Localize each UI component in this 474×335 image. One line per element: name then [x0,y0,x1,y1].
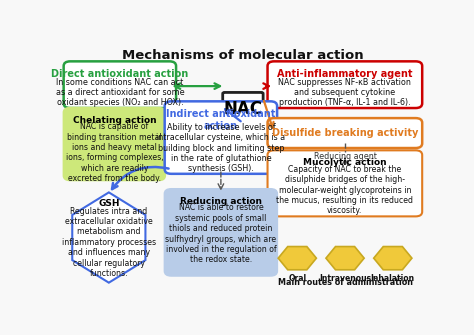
FancyBboxPatch shape [267,118,422,148]
FancyBboxPatch shape [267,61,422,108]
FancyBboxPatch shape [267,150,422,216]
Polygon shape [374,247,412,270]
Text: Mechanisms of molecular action: Mechanisms of molecular action [122,49,364,62]
Text: Capacity of NAC to break the
disulphide bridges of the high-
molecular-weight gl: Capacity of NAC to break the disulphide … [276,165,413,215]
Text: Anti-inflammatory agent: Anti-inflammatory agent [277,69,412,79]
FancyBboxPatch shape [64,61,176,108]
Text: Chelating action: Chelating action [73,116,156,125]
Text: Reducing action: Reducing action [180,197,262,206]
Text: Mucolytic action: Mucolytic action [303,158,387,167]
Polygon shape [326,247,364,270]
Text: NAC suppresses NF-κB activation
and subsequent cytokine
production (TNF-α, IL-1 : NAC suppresses NF-κB activation and subs… [278,78,411,108]
Text: In some conditions NAC can act
as a direct antioxidant for some
oxidant species : In some conditions NAC can act as a dire… [55,78,184,108]
Text: Main routes of administration: Main routes of administration [278,277,412,286]
FancyBboxPatch shape [164,101,277,174]
Text: Regulates intra and
extracellular oxidative
metabolism and
inflammatory processe: Regulates intra and extracellular oxidat… [62,207,156,278]
Text: NAC is capable of
binding transition metal
ions and heavy metal
ions, forming co: NAC is capable of binding transition met… [65,122,163,183]
FancyBboxPatch shape [223,92,263,125]
Polygon shape [72,192,146,283]
Text: Direct antioxidant action: Direct antioxidant action [51,69,189,79]
FancyBboxPatch shape [164,189,277,276]
Text: Reducing agent: Reducing agent [314,152,376,161]
Text: GSH: GSH [98,199,119,208]
Text: NAC: NAC [223,99,263,118]
Text: Disulfide breaking activity: Disulfide breaking activity [272,128,418,138]
Text: Oral: Oral [288,274,306,283]
Text: Intravenous: Intravenous [319,274,371,283]
Text: Ability to increase levels of
intracellular cysteine, which is a
building block : Ability to increase levels of intracellu… [156,123,285,173]
Text: Indirect antioxidant
action: Indirect antioxidant action [166,109,275,131]
FancyBboxPatch shape [64,108,165,180]
Polygon shape [278,247,317,270]
Text: NAC is able to restore
systemic pools of small
thiols and reduced protein
sulfhy: NAC is able to restore systemic pools of… [165,203,276,264]
Text: Inhalation: Inhalation [371,274,415,283]
